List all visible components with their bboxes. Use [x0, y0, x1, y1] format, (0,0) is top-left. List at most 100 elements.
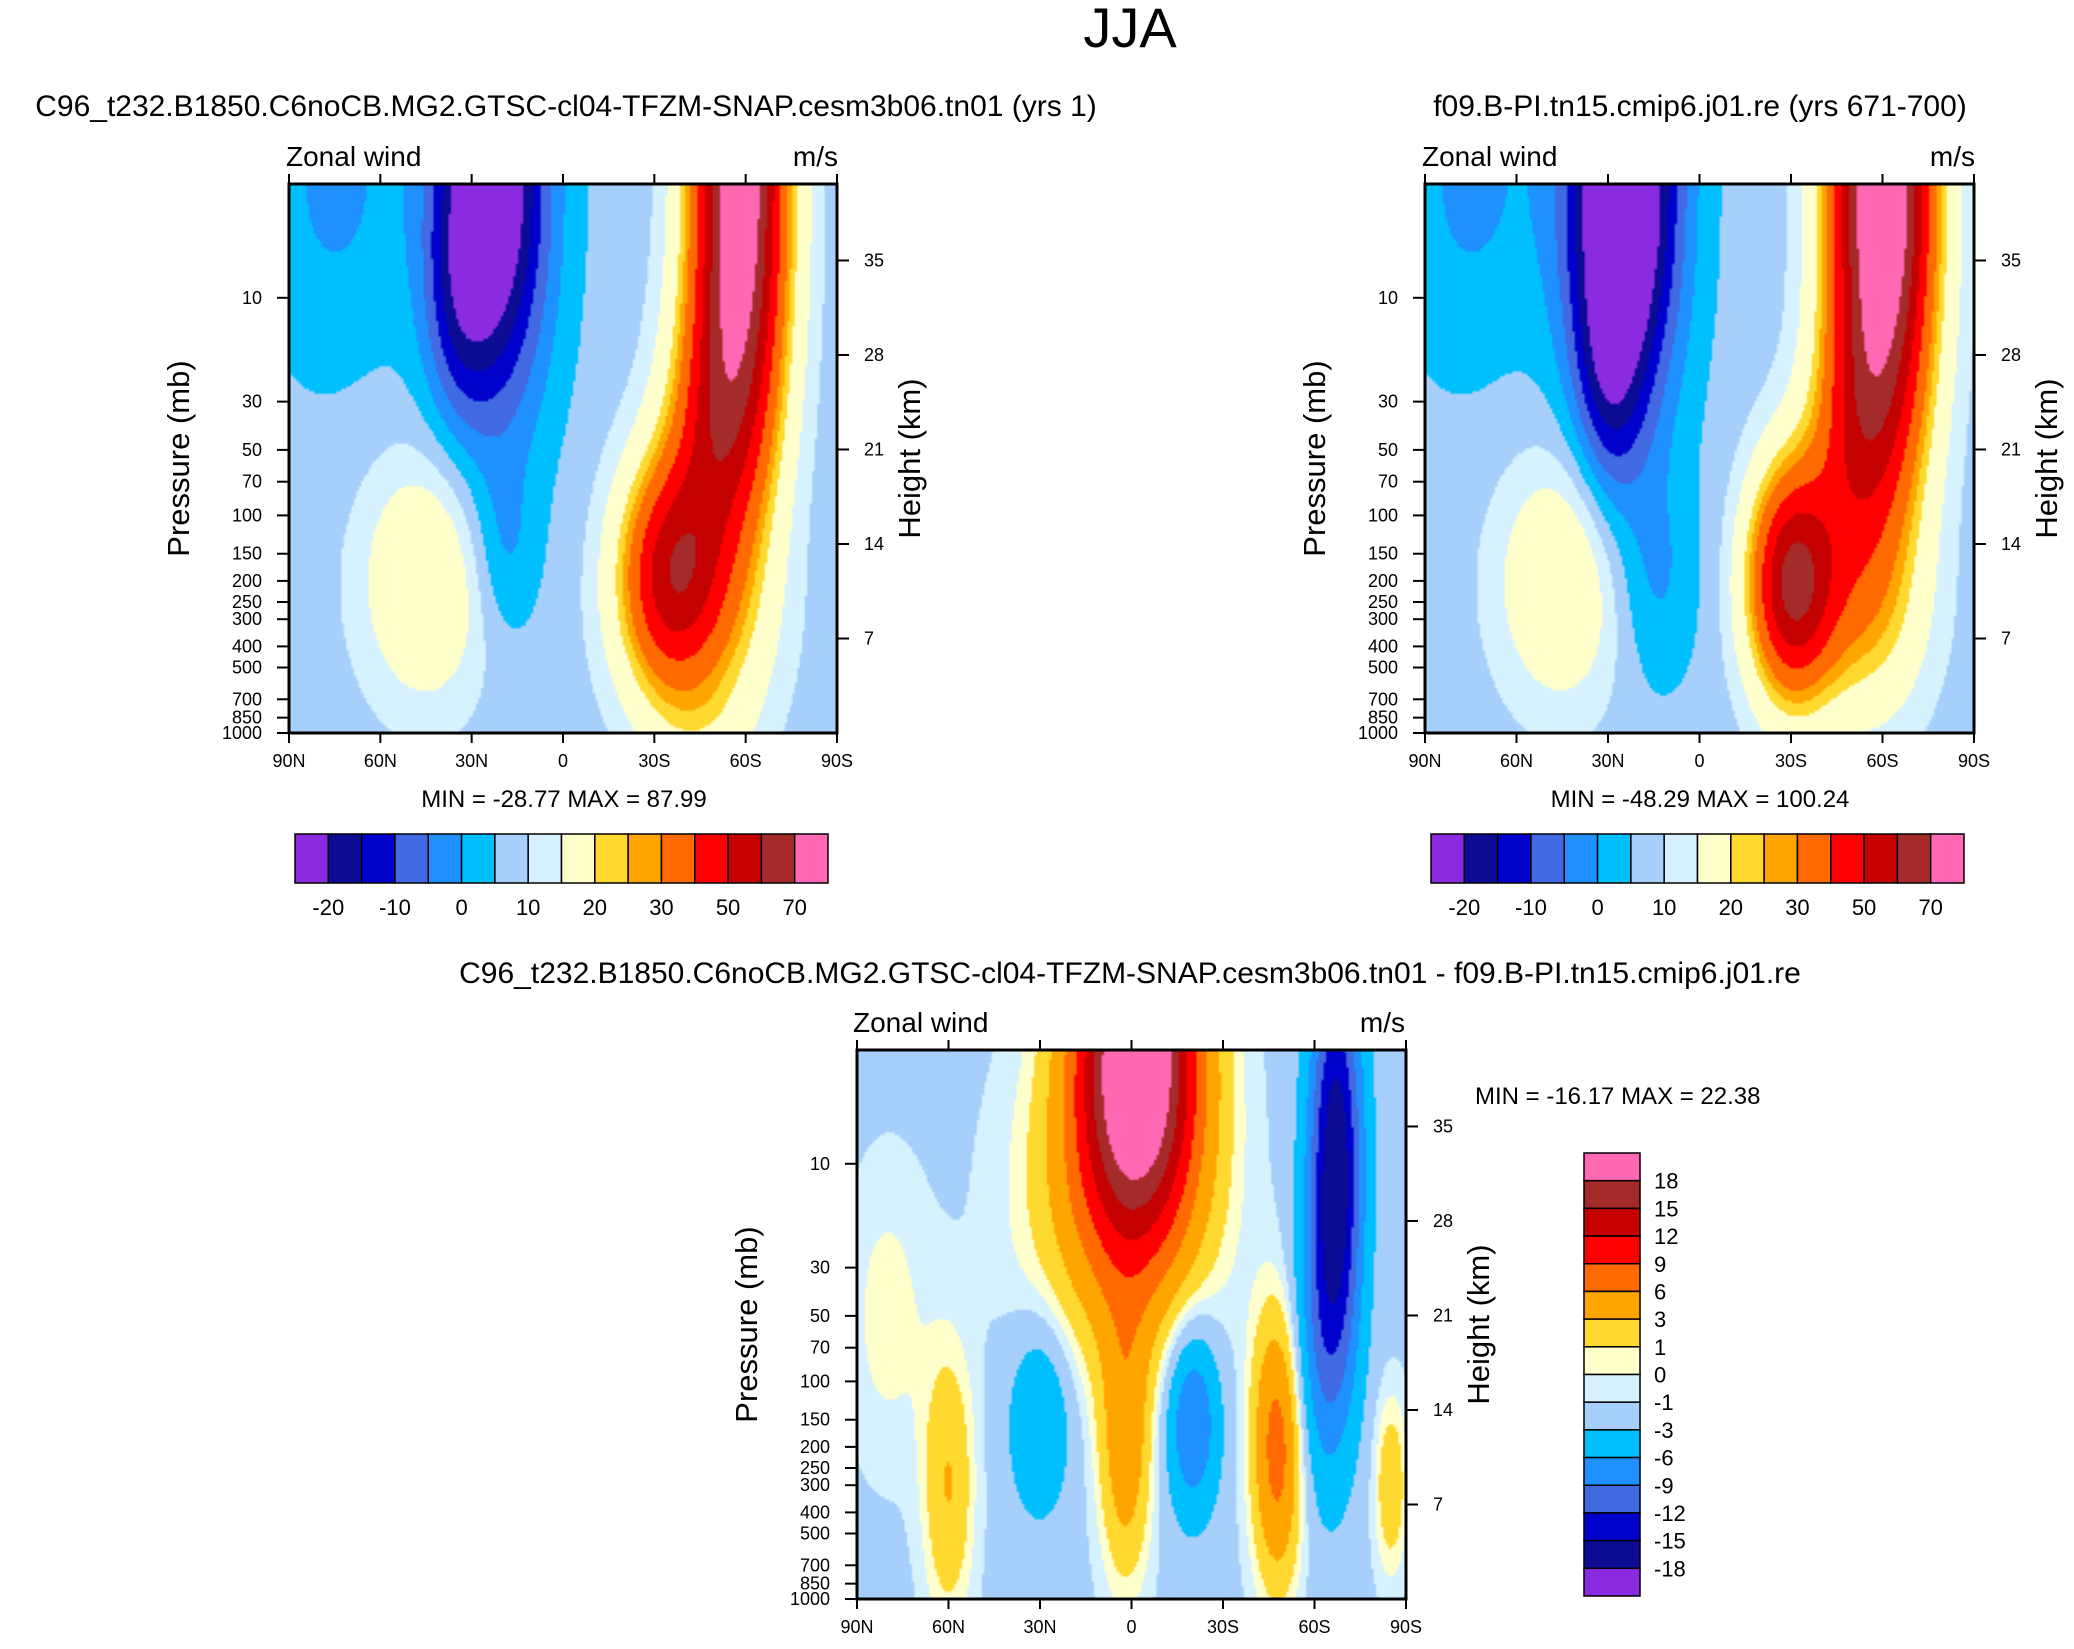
x-tick-label: 90N [840, 1617, 873, 1637]
colorbar-label: 12 [1654, 1224, 1678, 1249]
y-tick-label: 70 [810, 1338, 830, 1358]
x-tick-label: 90N [272, 751, 305, 771]
colorbar-label: 30 [1785, 895, 1809, 920]
y-tick-label: 30 [1378, 392, 1398, 412]
y-tick-label: 300 [1368, 609, 1398, 629]
x-tick-label: 30N [1591, 751, 1624, 771]
colorbar-label: 70 [1918, 895, 1942, 920]
y-tick-label: 150 [1368, 544, 1398, 564]
colorbar-label: 50 [1852, 895, 1876, 920]
colorbar-label: -15 [1654, 1529, 1686, 1554]
colorbar-swatch [1583, 1263, 1641, 1293]
colorbar-label: -6 [1654, 1446, 1674, 1471]
colorbar-label: 10 [516, 895, 540, 920]
y-tick-label: 30 [242, 392, 262, 412]
variable-label-control: Zonal wind [1422, 141, 1557, 172]
colorbar-swatch [394, 833, 429, 884]
units-label-control: m/s [1930, 141, 1975, 172]
y-tick-label: 500 [1368, 657, 1398, 677]
colorbar-swatch [1583, 1207, 1641, 1237]
colorbar-swatch [560, 833, 596, 884]
colorbar-swatch [760, 833, 796, 884]
panel-title-test: C96_t232.B1850.C6noCB.MG2.GTSC-cl04-TFZM… [35, 90, 1097, 123]
y-tick-label: 70 [242, 472, 262, 492]
colorbar-swatch [727, 833, 763, 884]
minmax-control: MIN = -48.29 MAX = 100.24 [1551, 786, 1850, 813]
colorbar-swatch [1896, 833, 1932, 884]
y-tick-label: 10 [810, 1154, 830, 1174]
height-tick-label: 28 [864, 345, 884, 365]
variable-label-test: Zonal wind [286, 141, 421, 172]
colorbar-swatch [1583, 1456, 1641, 1486]
units-label-diff: m/s [1360, 1007, 1405, 1038]
height-tick-label: 35 [1433, 1116, 1453, 1136]
y-tick-label: 250 [1368, 592, 1398, 612]
height-axis-label: Height (km) [892, 378, 927, 538]
y-tick-label: 850 [800, 1574, 830, 1594]
colorbar-swatch [1583, 1567, 1641, 1597]
variable-label-diff: Zonal wind [853, 1007, 988, 1038]
y-tick-label: 300 [232, 609, 262, 629]
y-tick-label: 500 [800, 1523, 830, 1543]
colorbar-label: 1 [1654, 1335, 1666, 1360]
y-tick-label: 1000 [222, 723, 262, 743]
y-tick-label: 300 [800, 1475, 830, 1495]
colorbar-swatch [1583, 1179, 1641, 1210]
colorbar-swatch [1663, 833, 1699, 884]
height-tick-label: 7 [2001, 628, 2011, 648]
y-tick-label: 700 [800, 1555, 830, 1575]
y-tick-label: 150 [800, 1410, 830, 1430]
colorbar-swatch [1863, 833, 1899, 884]
x-tick-label: 0 [1126, 1617, 1136, 1637]
colorbar-swatch [1463, 833, 1499, 884]
colorbar-swatch [1563, 833, 1599, 884]
height-tick-label: 7 [864, 628, 874, 648]
colorbar-label: -20 [1448, 895, 1480, 920]
panel-title-control: f09.B-PI.tn15.cmip6.j01.re (yrs 671-700) [1433, 90, 1967, 123]
colorbar-swatch [1496, 833, 1532, 884]
colorbar-swatch [1583, 1539, 1641, 1570]
colorbar-swatch [494, 833, 529, 884]
colorbar-swatch [527, 833, 563, 884]
colorbar-swatch [360, 833, 396, 884]
colorbar-swatch [694, 833, 729, 884]
y-tick-label: 100 [232, 505, 262, 525]
x-tick-label: 60N [364, 751, 397, 771]
panel-title-diff: C96_t232.B1850.C6noCB.MG2.GTSC-cl04-TFZM… [459, 957, 1801, 990]
height-axis-label: Height (km) [1461, 1244, 1496, 1404]
height-axis-label: Height (km) [2029, 378, 2064, 538]
y-tick-label: 30 [810, 1258, 830, 1278]
colorbar-label: 50 [716, 895, 740, 920]
y-tick-label: 250 [800, 1458, 830, 1478]
height-tick-label: 14 [1433, 1400, 1453, 1420]
y-tick-label: 200 [1368, 571, 1398, 591]
y-tick-label: 500 [232, 657, 262, 677]
contour-plot-diff: 90N 60N 30N 0 30S 60S 90S103050701001502002503… [729, 1040, 1496, 1637]
colorbar-swatch [1583, 1235, 1641, 1265]
y-tick-label: 200 [232, 571, 262, 591]
y-axis-label: Pressure (mb) [1297, 360, 1332, 556]
height-tick-label: 35 [2001, 250, 2021, 270]
y-tick-label: 100 [800, 1371, 830, 1391]
x-tick-label: 60S [730, 751, 762, 771]
colorbar-label: 0 [1591, 895, 1603, 920]
x-tick-label: 30S [1207, 1617, 1239, 1637]
colorbar-swatch [1763, 833, 1799, 884]
colorbar-swatch [1929, 833, 1965, 884]
x-tick-label: 90S [1390, 1617, 1422, 1637]
colorbar-label: 20 [583, 895, 607, 920]
colorbar-label: 9 [1654, 1252, 1666, 1277]
height-tick-label: 14 [2001, 534, 2021, 554]
height-tick-label: 35 [864, 250, 884, 270]
colorbar-label: -10 [1515, 895, 1547, 920]
colorbar-label: -18 [1654, 1556, 1686, 1581]
colorbar-swatch [1583, 1152, 1641, 1182]
x-tick-label: 30N [455, 751, 488, 771]
x-tick-label: 90S [821, 751, 853, 771]
colorbar-label: -10 [379, 895, 411, 920]
colorbar-swatch [1583, 1429, 1641, 1459]
colorbar-label: -3 [1654, 1418, 1674, 1443]
colorbar-swatch [1583, 1290, 1641, 1320]
colorbar-label: 15 [1654, 1196, 1678, 1221]
